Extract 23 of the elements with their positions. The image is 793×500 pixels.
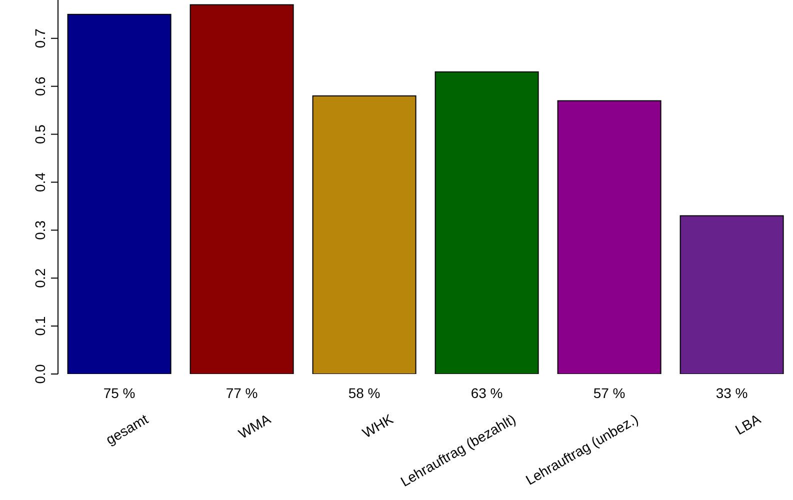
data-label: 75 % [103, 385, 136, 401]
data-label: 63 % [470, 385, 503, 401]
y-tick-label: 0.4 [32, 172, 48, 192]
x-tick-label: LBA [732, 410, 764, 438]
bar [312, 95, 416, 374]
data-label: 77 % [226, 385, 258, 401]
y-tick-label: 0.5 [32, 124, 48, 144]
y-tick-label: 0.6 [32, 76, 48, 96]
bar [557, 100, 662, 374]
y-tick-label: 0.1 [32, 316, 48, 336]
data-label: 33 % [716, 385, 748, 401]
x-tick-label: WHK [359, 410, 396, 441]
bar [190, 4, 294, 374]
bar [680, 215, 784, 374]
data-label: 58 % [348, 385, 380, 401]
y-tick-label: 0.3 [32, 220, 48, 240]
data-label: 57 % [593, 385, 626, 401]
y-tick-label: 0.2 [32, 268, 48, 288]
bar [67, 14, 172, 374]
bar [434, 71, 539, 374]
y-tick-label: 0.7 [32, 28, 48, 48]
x-tick-label: WMA [236, 410, 274, 442]
y-tick-label: 0.0 [32, 364, 48, 384]
